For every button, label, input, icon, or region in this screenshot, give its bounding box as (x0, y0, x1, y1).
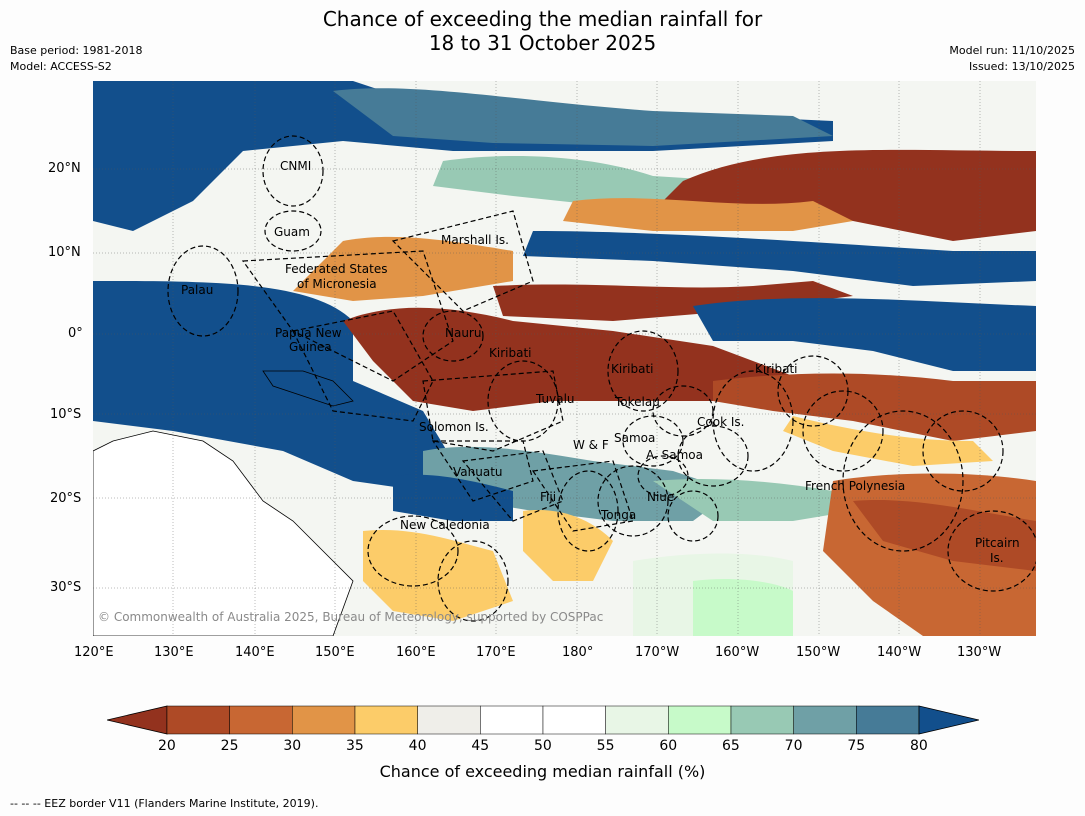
region-label: Solomon Is. (419, 420, 489, 434)
lat-tick: 20°N (48, 161, 81, 176)
region-label: Tokelau (614, 395, 660, 409)
region-label: French Polynesia (805, 479, 905, 493)
australia-land (93, 430, 354, 636)
region-label: CNMI (280, 159, 311, 173)
colorbar-segment (354, 705, 418, 735)
region-label: Federated States (285, 262, 387, 276)
colorbar-tick: 25 (220, 738, 239, 754)
rainfall-map: CNMI Guam Marshall Is. Federated States … (93, 81, 1036, 636)
region-label: Kiribati (489, 346, 531, 360)
colorbar-tick: 45 (471, 738, 490, 754)
lon-tick: 180° (562, 645, 594, 660)
colorbar-tick: 50 (534, 738, 552, 754)
region-label: Samoa (614, 431, 655, 445)
colorbar-segment (730, 705, 794, 735)
lon-tick: 130°E (154, 645, 194, 660)
lat-tick: 20°S (50, 491, 82, 506)
lat-tick: 30°S (50, 580, 82, 595)
region-label: Papua New (275, 326, 342, 340)
colorbar-segment (292, 705, 356, 735)
region-label: New Caledonia (400, 518, 490, 532)
colorbar-tick: 55 (596, 738, 615, 754)
colorbar-segment (668, 705, 732, 735)
region-label: Palau (181, 283, 213, 297)
region-label: of Micronesia (297, 277, 377, 291)
colorbar-segment (793, 705, 857, 735)
colorbar-segment (229, 705, 293, 735)
colorbar-segment (480, 705, 544, 735)
lon-tick: 120°E (74, 645, 114, 660)
lon-tick: 140°W (877, 645, 922, 660)
lon-tick: 160°E (396, 645, 436, 660)
base-period: Base period: 1981-2018 (10, 44, 143, 57)
lon-tick: 170°W (635, 645, 680, 660)
band-brown-equator (343, 307, 793, 411)
region-label: A. Samoa (646, 448, 703, 462)
region-label: Niue (647, 490, 674, 504)
lon-tick: 150°W (796, 645, 841, 660)
lon-tick: 170°E (476, 645, 516, 660)
colorbar (107, 705, 979, 735)
region-label: Vanuatu (453, 465, 503, 479)
colorbar-tick: 65 (722, 738, 740, 754)
band-brown-north (653, 149, 1036, 241)
lon-tick: 140°E (235, 645, 275, 660)
colorbar-title: Chance of exceeding median rainfall (%) (379, 762, 706, 781)
region-label: Kiribati (611, 362, 653, 376)
region-label: Guam (274, 225, 310, 239)
colorbar-segment (417, 705, 481, 735)
region-label: Nauru (445, 326, 481, 340)
copyright-notice: © Commonwealth of Australia 2025, Bureau… (98, 610, 603, 624)
lon-tick: 130°W (957, 645, 1002, 660)
region-label: Fiji (540, 490, 556, 504)
lat-tick: 10°N (48, 245, 81, 260)
region-label: Guinea (289, 340, 332, 354)
colorbar-segment (856, 705, 920, 735)
colorbar-tick: 35 (346, 738, 364, 754)
colorbar-tick: 40 (408, 738, 427, 754)
region-label: Kiribati (755, 362, 797, 376)
colorbar-segment (166, 705, 230, 735)
issued-date: Issued: 13/10/2025 (968, 60, 1075, 73)
colorbar-tick: 70 (784, 738, 803, 754)
colorbar-tick: 60 (659, 738, 678, 754)
colorbar-tick: 75 (847, 738, 866, 754)
colorbar-extend-high (918, 705, 979, 735)
colorbar-segment (605, 705, 669, 735)
region-label: Marshall Is. (441, 233, 509, 247)
png-land (262, 370, 354, 407)
colorbar-segment (542, 705, 606, 735)
region-label: Cook Is. (697, 415, 744, 429)
lon-tick: 150°E (315, 645, 355, 660)
region-label: Pitcairn (975, 536, 1020, 550)
region-label: Tuvalu (535, 392, 575, 406)
lon-tick: 160°W (715, 645, 760, 660)
colorbar-extend-low (107, 705, 168, 735)
colorbar-tick: 20 (158, 738, 176, 754)
region-label: Is. (990, 551, 1004, 565)
map-title-line2: 18 to 31 October 2025 (428, 31, 657, 55)
model-run: Model run: 11/10/2025 (949, 44, 1075, 57)
lat-tick: 0° (68, 326, 83, 341)
footnote: -- -- -- EEZ border V11 (Flanders Marine… (10, 797, 319, 810)
model-name: Model: ACCESS-S2 (10, 60, 112, 73)
region-label: W & F (573, 438, 609, 452)
colorbar-tick: 80 (910, 738, 928, 754)
colorbar-tick: 30 (283, 738, 302, 754)
region-label: Tonga (600, 508, 636, 522)
map-title-line1: Chance of exceeding the median rainfall … (322, 7, 763, 31)
lat-tick: 10°S (50, 407, 82, 422)
